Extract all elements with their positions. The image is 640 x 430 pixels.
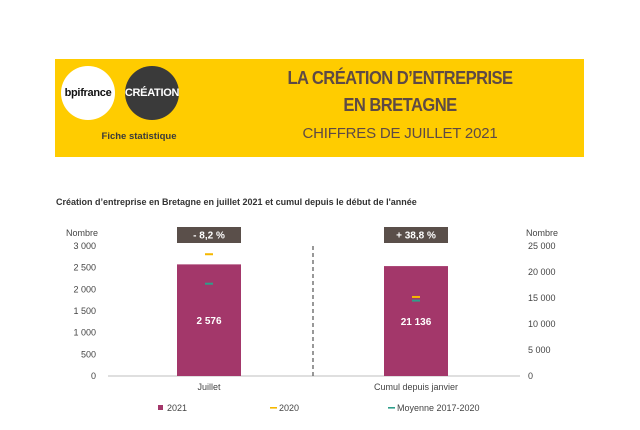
left-tick-label: 1 000 xyxy=(73,328,96,338)
left-tick-label: 3 000 xyxy=(73,241,96,251)
change-badge-label: + 38,8 % xyxy=(396,231,436,242)
legend-swatch xyxy=(158,405,163,410)
right-tick-label: 20 000 xyxy=(528,267,556,277)
marker-2020 xyxy=(205,253,213,256)
page-title-line1: LA CRÉATION D’ENTREPRISE xyxy=(287,68,513,88)
page-subtitle: CHIFFRES DE JUILLET 2021 xyxy=(302,125,498,142)
right-tick-label: 15 000 xyxy=(528,293,556,303)
left-tick-label: 2 000 xyxy=(73,284,96,294)
change-badge-label: - 8,2 % xyxy=(193,231,225,242)
bar-value-label: 2 576 xyxy=(196,316,221,327)
category-label: Cumul depuis janvier xyxy=(374,382,458,392)
left-tick-label: 500 xyxy=(81,349,96,359)
left-axis-title: Nombre xyxy=(66,228,98,238)
page-title-line2: EN BRETAGNE xyxy=(343,95,457,115)
bpifrance-logo: bpifrance xyxy=(61,66,115,120)
legend-label: 2020 xyxy=(279,403,299,413)
right-tick-label: 0 xyxy=(528,371,533,381)
category-label: Juillet xyxy=(197,382,221,392)
header-banner: bpifrance CRÉATION Fiche statistique LA … xyxy=(55,59,584,157)
legend-label: 2021 xyxy=(167,403,187,413)
right-tick-label: 25 000 xyxy=(528,241,556,251)
marker-moyenne-2017-2020 xyxy=(205,282,213,285)
bar-value-label: 21 136 xyxy=(401,317,432,328)
fiche-label: Fiche statistique xyxy=(101,131,177,142)
change-badge xyxy=(177,227,241,243)
marker-moyenne-2017-2020 xyxy=(412,299,420,302)
right-axis-title: Nombre xyxy=(526,228,558,238)
right-tick-label: 5 000 xyxy=(528,345,551,355)
legend-swatch xyxy=(270,407,277,409)
chart-title: Création d’entreprise en Bretagne en jui… xyxy=(56,197,417,207)
left-tick-label: 0 xyxy=(91,371,96,381)
marker-2020 xyxy=(412,295,420,298)
legend-label: Moyenne 2017-2020 xyxy=(397,403,480,413)
creation-logo: CRÉATION xyxy=(125,66,179,120)
right-tick-label: 10 000 xyxy=(528,319,556,329)
change-badge xyxy=(384,227,448,243)
left-tick-label: 2 500 xyxy=(73,263,96,273)
legend-swatch xyxy=(388,407,395,409)
left-tick-label: 1 500 xyxy=(73,306,96,316)
bar-2021 xyxy=(384,266,448,376)
